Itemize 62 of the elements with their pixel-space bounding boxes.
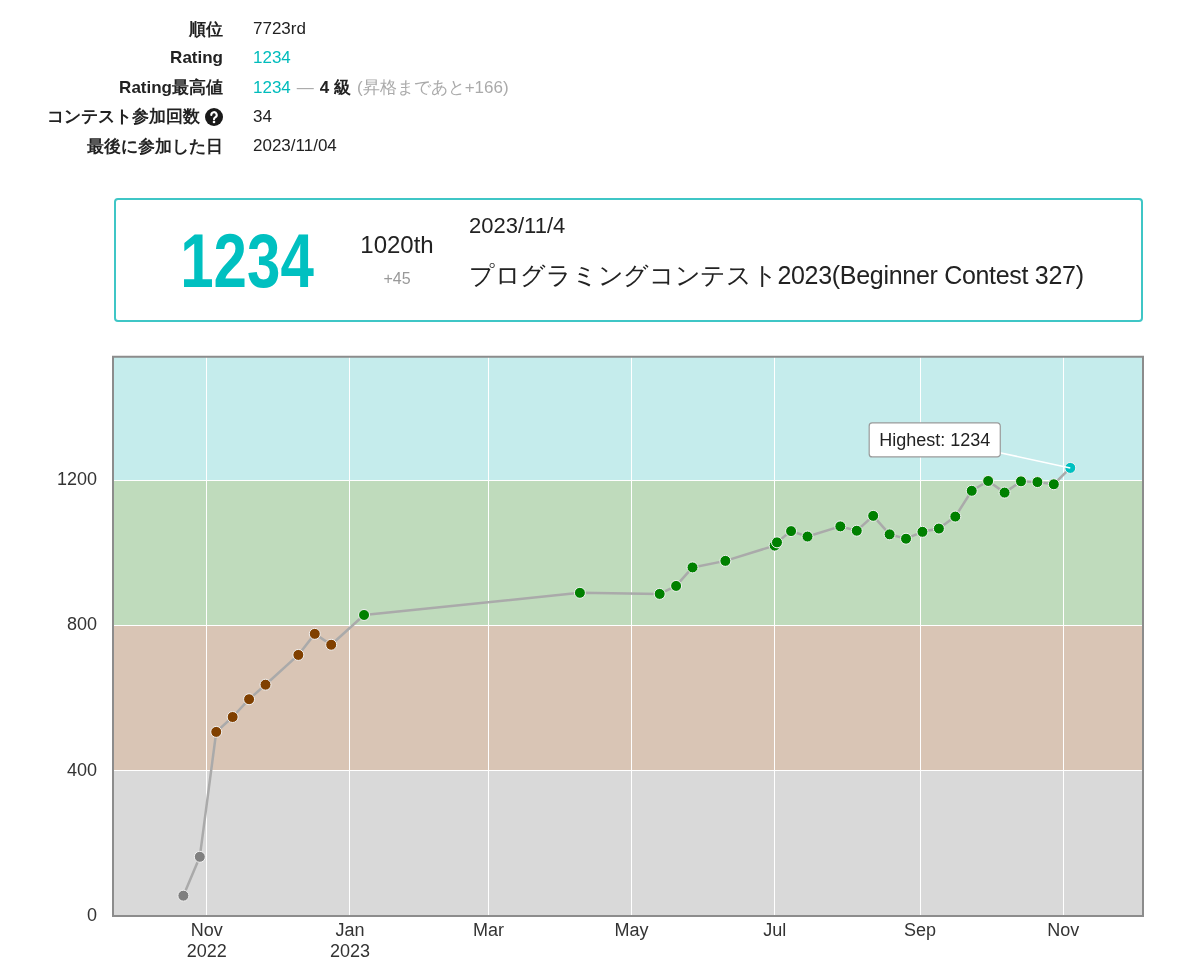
y-tick-label: 400 [66,759,97,780]
point [900,532,913,545]
point [998,486,1011,499]
text: 4 級 [319,77,352,100]
point [916,525,929,538]
text: — [296,77,314,98]
text: 2023/11/04 [253,136,337,157]
point [834,520,847,533]
x-tick-label: Mar [472,919,504,940]
point [193,850,206,863]
point [949,510,962,523]
text: 1234 [253,48,291,69]
text: 最後に参加した日 [87,135,223,158]
annotation: Highest: 1234 [879,429,991,450]
point [1064,461,1077,474]
text: 1234 [180,218,314,303]
x-tick-label: Jul [763,919,787,940]
x-tick-label: Nov 2022 [186,919,227,962]
point [850,524,863,537]
point [965,484,978,497]
point [358,608,371,621]
point [653,587,666,600]
x-tick-label: Nov [1047,919,1080,940]
point [1014,475,1027,488]
text: Rating [170,48,223,69]
point [801,530,814,543]
x-tick-label: Sep [904,919,937,940]
point [243,693,256,706]
point [670,579,683,592]
text: 1234 [253,77,291,98]
point [719,554,732,567]
point [177,889,190,902]
text: Rating最高値 [119,77,223,100]
text: 順位 [189,18,223,41]
y-tick-label: 1200 [56,469,97,490]
point [573,586,586,599]
point [325,638,338,651]
point [210,725,223,738]
text: 2023/11/4 [469,213,566,239]
point [883,528,896,541]
y-tick-label: 800 [66,614,97,635]
point [867,509,880,522]
point [226,711,239,724]
text: 1020th [360,231,434,259]
point [1031,476,1044,489]
point [932,522,945,535]
text: プログラミングコンテスト2023(Beginner Contest 327) [469,260,1084,290]
y-tick-label: 0 [86,904,97,925]
text: 34 [253,106,272,127]
point [259,678,272,691]
text: 7723rd [253,19,306,39]
text: (昇格まであと+166) [357,77,509,100]
point [982,474,995,487]
point [292,648,305,661]
point [308,627,321,640]
point [1047,478,1060,491]
x-tick-label: Jan 2023 [329,919,370,962]
text: +45 [383,269,411,289]
point [785,525,798,538]
point [686,561,699,574]
x-tick-label: May [614,919,649,940]
text: コンテスト参加回数 [47,106,200,129]
